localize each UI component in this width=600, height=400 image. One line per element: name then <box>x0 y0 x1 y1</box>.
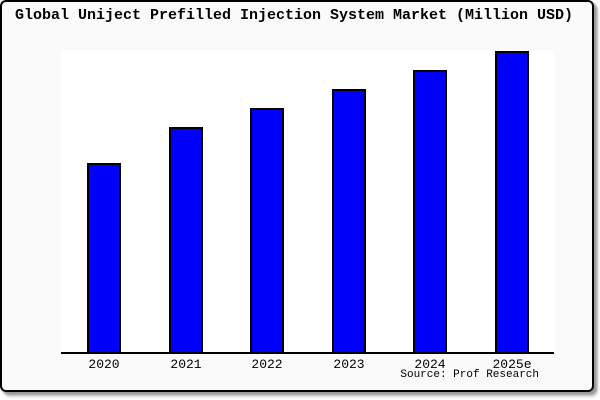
x-tick-label-2021: 2021 <box>170 357 202 372</box>
plot-area <box>61 50 554 354</box>
bar-2020 <box>87 163 121 352</box>
bar-2024 <box>413 70 447 352</box>
x-axis-labels: 2020 2021 2022 2023 2024 2025e <box>61 357 554 372</box>
source-credit: Source: Prof Research <box>400 369 539 381</box>
x-tick-label-2020: 2020 <box>88 357 120 372</box>
bar-2023 <box>332 89 366 352</box>
bar-2025e <box>495 51 529 352</box>
bar-2022 <box>250 108 284 352</box>
chart-frame: Global Uniject Prefilled Injection Syste… <box>0 0 594 392</box>
chart-title: Global Uniject Prefilled Injection Syste… <box>14 7 574 24</box>
x-tick-label-2023: 2023 <box>333 357 365 372</box>
bar-2021 <box>169 127 203 352</box>
x-tick-label-2025e: 2025e <box>492 357 532 372</box>
x-tick-label-2024: 2024 <box>414 357 446 372</box>
x-tick-label-2022: 2022 <box>251 357 283 372</box>
